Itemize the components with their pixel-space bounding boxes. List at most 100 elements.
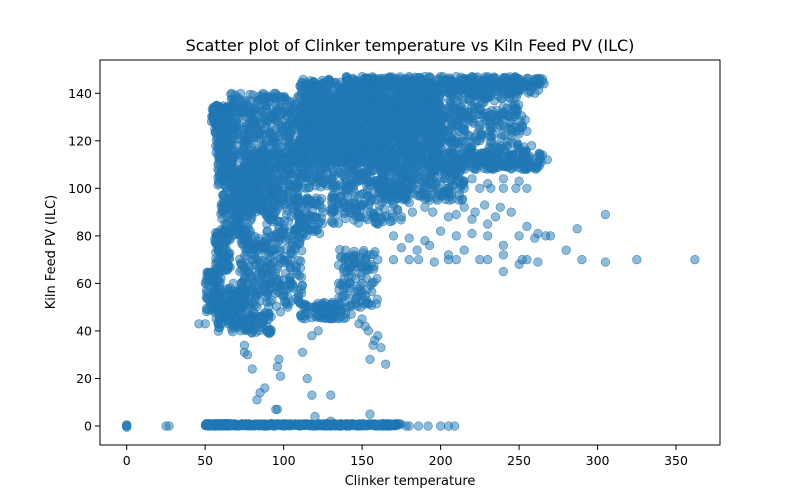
data-point-2509 — [280, 103, 291, 113]
data-point-967 — [218, 163, 228, 173]
data-point-2477 — [247, 129, 258, 139]
data-point-4800 — [427, 77, 437, 88]
data-point-3288 — [327, 173, 337, 183]
data-point-1137 — [223, 263, 233, 273]
data-point-1663 — [244, 240, 254, 251]
data-point-2416 — [249, 138, 259, 148]
data-point-2499 — [227, 119, 237, 129]
data-point-4586 — [343, 105, 353, 115]
data-point-2508 — [238, 131, 248, 141]
data-point-4568 — [396, 97, 406, 107]
data-point-1528 — [232, 168, 242, 178]
data-point-2519 — [226, 89, 236, 99]
data-point-1417 — [227, 320, 237, 330]
data-point-2504 — [280, 136, 290, 146]
data-point-2476 — [281, 154, 291, 165]
data-point-4038 — [310, 107, 321, 117]
data-point-2576 — [269, 176, 279, 186]
data-point-1949 — [297, 281, 307, 291]
data-point-1933 — [282, 280, 292, 290]
data-point-1946 — [294, 271, 304, 281]
data-point-4807 — [365, 86, 375, 97]
data-point-2066 — [279, 186, 289, 196]
data-point-4803 — [396, 81, 407, 91]
points-layer — [122, 71, 700, 432]
data-point-1123 — [211, 247, 221, 257]
data-point-1940 — [264, 302, 274, 312]
data-point-1921 — [279, 290, 289, 300]
data-point-1929 — [287, 247, 297, 257]
data-point-1884 — [296, 263, 306, 273]
data-point-1669 — [240, 251, 250, 261]
data-point-2503 — [254, 120, 265, 130]
data-point-3280 — [355, 170, 366, 180]
data-point-3287 — [335, 167, 345, 178]
data-point-3914 — [314, 159, 324, 169]
data-point-1944 — [268, 216, 278, 227]
data-point-4965 — [394, 108, 404, 118]
data-point-2446 — [252, 95, 262, 106]
data-point-1539 — [242, 211, 252, 221]
data-point-1209 — [201, 292, 211, 303]
data-point-4809 — [438, 82, 448, 92]
data-point-873 — [210, 108, 220, 118]
data-point-1521 — [228, 184, 239, 194]
data-point-1418 — [264, 328, 274, 338]
data-point-1943 — [260, 208, 270, 219]
data-point-3821 — [310, 138, 320, 148]
data-point-3250 — [301, 77, 311, 88]
data-point-4075 — [326, 104, 337, 114]
data-point-4085 — [361, 150, 372, 161]
data-point-3274 — [321, 81, 332, 91]
chart-title: Scatter plot of Clinker temperature vs K… — [186, 36, 635, 55]
data-point-4557 — [477, 98, 487, 108]
data-point-3185 — [313, 168, 323, 178]
data-point-1292 — [223, 299, 233, 309]
data-point-3279 — [302, 145, 312, 155]
data-point-4004 — [348, 152, 358, 163]
data-point-2577 — [259, 163, 270, 173]
data-point-4077 — [332, 153, 343, 163]
data-point-2587 — [240, 150, 250, 160]
data-point-4078 — [368, 127, 378, 137]
data-point-4506 — [457, 95, 467, 105]
data-point-2513 — [269, 88, 279, 98]
data-point-4086 — [318, 130, 329, 140]
data-point-1935 — [285, 272, 295, 283]
data-point-4541 — [422, 101, 432, 111]
data-point-963 — [213, 176, 223, 186]
data-point-2479 — [253, 110, 263, 120]
data-point-2444 — [229, 153, 239, 163]
data-point-4011 — [318, 99, 328, 110]
data-point-3284 — [305, 167, 315, 177]
data-point-2589 — [243, 164, 253, 175]
data-point-4791 — [373, 88, 383, 98]
data-point-969 — [214, 151, 224, 161]
data-point-2586 — [256, 153, 266, 163]
data-point-1930 — [284, 234, 294, 244]
data-point-1538 — [232, 214, 242, 224]
data-point-1299 — [230, 291, 240, 301]
data-point-1056 — [217, 205, 227, 215]
data-point-4016 — [334, 118, 344, 128]
data-point-1733 — [251, 207, 262, 217]
data-point-4065 — [371, 154, 381, 164]
data-point-4083 — [332, 95, 343, 105]
data-point-4063 — [344, 120, 355, 130]
data-point-4089 — [316, 147, 327, 157]
data-point-2496 — [276, 120, 286, 130]
data-point-4087 — [338, 127, 348, 138]
data-point-1136 — [225, 248, 235, 258]
data-point-2492 — [258, 88, 268, 98]
data-point-4079 — [359, 133, 369, 143]
data-point-2588 — [257, 192, 267, 202]
data-point-4049 — [327, 112, 337, 123]
data-point-2490 — [284, 120, 294, 130]
data-point-1535 — [243, 219, 253, 230]
data-point-4588 — [362, 100, 373, 110]
data-point-4027 — [340, 139, 350, 149]
data-point-1937 — [266, 251, 276, 261]
data-point-889 — [210, 124, 220, 134]
data-point-2481 — [225, 139, 235, 149]
